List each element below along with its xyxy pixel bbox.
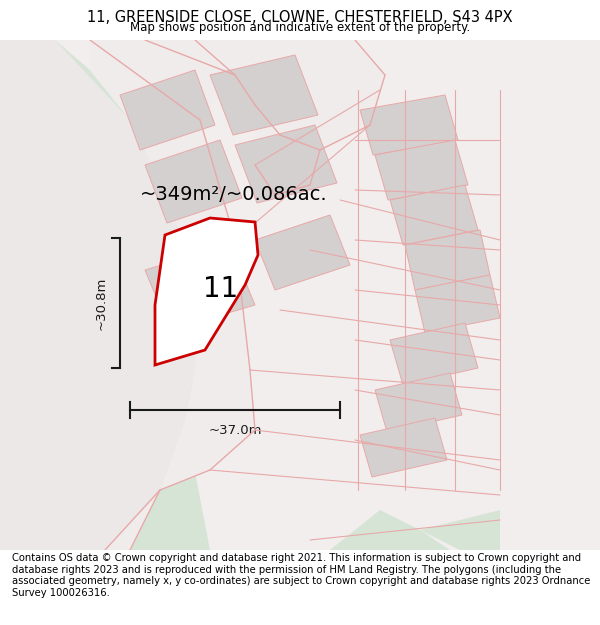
Polygon shape xyxy=(0,40,195,550)
Polygon shape xyxy=(145,40,385,150)
Polygon shape xyxy=(255,215,350,290)
Polygon shape xyxy=(375,140,468,200)
Text: ~349m²/~0.086ac.: ~349m²/~0.086ac. xyxy=(140,186,328,204)
Polygon shape xyxy=(90,40,255,550)
Polygon shape xyxy=(145,245,255,330)
Polygon shape xyxy=(255,105,320,195)
Polygon shape xyxy=(360,418,447,477)
Polygon shape xyxy=(420,510,500,550)
Polygon shape xyxy=(235,125,337,203)
Polygon shape xyxy=(405,230,490,290)
Text: Contains OS data © Crown copyright and database right 2021. This information is : Contains OS data © Crown copyright and d… xyxy=(12,553,590,598)
Polygon shape xyxy=(105,420,210,550)
Polygon shape xyxy=(375,373,462,432)
Text: 11: 11 xyxy=(203,276,239,303)
Polygon shape xyxy=(145,140,242,223)
Polygon shape xyxy=(415,275,500,333)
Polygon shape xyxy=(390,185,478,245)
Text: 11, GREENSIDE CLOSE, CLOWNE, CHESTERFIELD, S43 4PX: 11, GREENSIDE CLOSE, CLOWNE, CHESTERFIEL… xyxy=(87,10,513,25)
Text: ~37.0m: ~37.0m xyxy=(208,424,262,437)
Polygon shape xyxy=(0,40,600,550)
Text: Map shows position and indicative extent of the property.: Map shows position and indicative extent… xyxy=(130,21,470,34)
Polygon shape xyxy=(360,95,458,155)
Polygon shape xyxy=(390,323,478,385)
Polygon shape xyxy=(330,510,450,550)
Polygon shape xyxy=(120,70,215,150)
Polygon shape xyxy=(0,40,195,550)
Polygon shape xyxy=(210,55,318,135)
Text: ~30.8m: ~30.8m xyxy=(95,276,108,330)
Polygon shape xyxy=(155,218,258,365)
